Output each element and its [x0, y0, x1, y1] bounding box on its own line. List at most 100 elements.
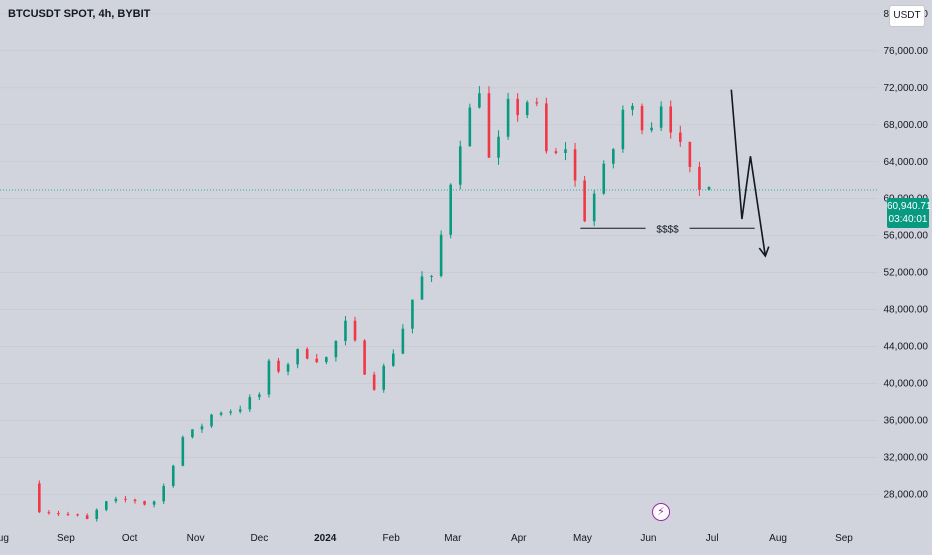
- y-tick-label: 76,000.00: [884, 46, 929, 57]
- candle-body: [296, 349, 299, 365]
- candle-body: [258, 394, 261, 398]
- candle-body: [248, 397, 252, 410]
- candle-body: [525, 102, 529, 116]
- candle-body: [95, 509, 99, 520]
- candle-body: [602, 163, 606, 194]
- candle-body: [612, 149, 615, 164]
- candle-body: [650, 127, 653, 131]
- bar-countdown: 03:40:01: [888, 214, 928, 225]
- candle-body: [114, 498, 118, 502]
- y-tick-label: 36,000.00: [884, 416, 929, 427]
- candle-body: [583, 180, 586, 222]
- candle-body: [573, 149, 577, 181]
- candle-body: [363, 340, 366, 375]
- candle-body: [411, 299, 414, 329]
- candle-body: [669, 106, 673, 133]
- candle-body: [85, 515, 89, 520]
- y-tick-label: 52,000.00: [884, 268, 929, 279]
- x-tick-label: Oct: [122, 533, 138, 544]
- y-tick-label: 64,000.00: [884, 157, 929, 168]
- candle-body: [391, 353, 395, 366]
- candle-body: [564, 149, 567, 153]
- candle-body: [420, 276, 424, 300]
- candle-body: [277, 360, 280, 372]
- candle-body: [478, 93, 481, 108]
- candle-body: [191, 429, 194, 438]
- y-tick-label: 40,000.00: [884, 379, 929, 390]
- x-tick-label: Apr: [511, 533, 527, 544]
- x-tick-label: Jul: [706, 533, 719, 544]
- y-tick-label: 28,000.00: [884, 489, 929, 500]
- x-tick-label: Jun: [640, 533, 656, 544]
- currency-button[interactable]: USDT: [889, 5, 925, 27]
- x-tick-label: May: [573, 533, 592, 544]
- candle-body: [267, 360, 271, 395]
- candle-body: [458, 146, 462, 185]
- candle-body: [401, 328, 405, 354]
- candle-body: [439, 234, 443, 276]
- candle-body: [124, 498, 127, 500]
- candle-body: [47, 512, 51, 514]
- candle-body: [66, 513, 70, 515]
- last-price-badge: 60,940.71 03:40:01: [887, 198, 932, 228]
- candle-body: [76, 514, 79, 516]
- candle-body: [382, 365, 386, 390]
- candle-body: [38, 483, 41, 513]
- candle-body: [545, 103, 548, 152]
- candle-body: [104, 501, 108, 510]
- candle-body: [640, 105, 644, 131]
- candle-body: [353, 320, 357, 341]
- candle-body: [554, 151, 558, 153]
- candle-body: [152, 501, 156, 505]
- candle-body: [171, 465, 175, 486]
- y-tick-label: 72,000.00: [884, 83, 929, 94]
- candle-body: [621, 109, 625, 150]
- x-tick-label: Sep: [835, 533, 853, 544]
- x-tick-label: Nov: [187, 533, 205, 544]
- candle-body: [238, 409, 242, 412]
- last-price-value: 60,940.71: [887, 201, 932, 212]
- candle-body: [497, 136, 500, 158]
- candle-body: [162, 485, 165, 502]
- candle-body: [210, 414, 213, 427]
- candle-body: [468, 107, 472, 147]
- y-tick-label: 32,000.00: [884, 453, 929, 464]
- candle-body: [133, 499, 137, 502]
- x-tick-label: Dec: [250, 533, 268, 544]
- candle-body: [334, 340, 338, 358]
- candle-body: [592, 193, 596, 222]
- candle-body: [315, 358, 319, 363]
- candle-body: [229, 411, 232, 413]
- x-tick-label: 2024: [314, 533, 337, 544]
- candle-body: [372, 374, 376, 390]
- y-tick-label: 56,000.00: [884, 231, 929, 242]
- candle-body: [181, 437, 185, 466]
- y-tick-label: 68,000.00: [884, 120, 929, 131]
- y-tick-label: 48,000.00: [884, 305, 929, 316]
- candle-body: [325, 357, 328, 363]
- candle-body: [678, 132, 682, 142]
- candle-body: [516, 98, 519, 116]
- candle-body: [487, 93, 491, 158]
- x-tick-label: Aug: [0, 533, 9, 544]
- candle-body: [535, 102, 539, 104]
- y-tick-label: 44,000.00: [884, 342, 929, 353]
- candle-body: [344, 320, 347, 341]
- candle-body: [430, 275, 433, 277]
- x-tick-label: Feb: [383, 533, 401, 544]
- projection-arrowhead: [758, 246, 770, 258]
- candle-body: [659, 106, 663, 128]
- candle-body: [449, 184, 452, 235]
- candle-body: [57, 513, 60, 515]
- candle-body: [707, 187, 711, 190]
- x-tick-label: Sep: [57, 533, 75, 544]
- lightning-icon[interactable]: ⚡: [652, 503, 670, 521]
- candle-body: [506, 98, 510, 137]
- candle-body: [200, 426, 204, 430]
- x-tick-label: Mar: [444, 533, 462, 544]
- candle-body: [698, 166, 701, 190]
- candle-body: [631, 105, 634, 110]
- candle-body: [305, 349, 309, 359]
